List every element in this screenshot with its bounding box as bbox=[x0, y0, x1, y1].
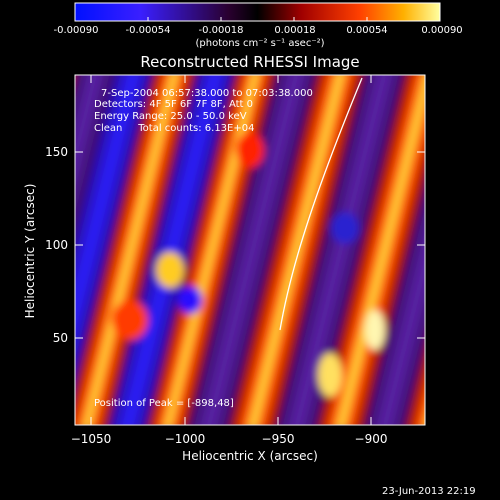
y-tick-label: 100 bbox=[45, 238, 68, 252]
colorbar-unit-label: (photons cm⁻² s⁻¹ asec⁻²) bbox=[195, 38, 325, 49]
plot-frame bbox=[74, 74, 426, 426]
colorbar-tick-label: -0.00054 bbox=[125, 25, 171, 36]
x-axis-ticks bbox=[90, 75, 372, 425]
image-area bbox=[75, 75, 425, 425]
colorbar-tick-label: 0.00018 bbox=[274, 25, 316, 36]
annotation-peak-position: Position of Peak = [-898,48] bbox=[94, 398, 234, 409]
x-tick-label: −900 bbox=[354, 432, 388, 446]
colorbar bbox=[74, 2, 441, 22]
x-tick-label: −1000 bbox=[164, 432, 206, 446]
colorbar-ticks bbox=[74, 17, 441, 21]
x-tick-label: −1050 bbox=[70, 432, 112, 446]
colorbar-tick-label: -0.00018 bbox=[198, 25, 244, 36]
colorbar-tick-label: -0.00090 bbox=[53, 25, 99, 36]
x-axis-title: Heliocentric X (arcsec) bbox=[182, 449, 318, 463]
y-axis-title: Heliocentric Y (arcsec) bbox=[23, 183, 37, 319]
plot-title: Reconstructed RHESSI Image bbox=[140, 53, 360, 71]
solar-limb-line bbox=[279, 77, 363, 331]
annotation-clean: Clean Total counts: 6.13E+04 bbox=[94, 123, 255, 134]
y-tick-label: 150 bbox=[45, 145, 68, 159]
x-tick-label: −950 bbox=[261, 432, 295, 446]
colorbar-tick-label: 0.00054 bbox=[346, 25, 388, 36]
annotation-time-range: 7-Sep-2004 06:57:38.000 to 07:03:38.000 bbox=[101, 88, 313, 99]
y-tick-label: 50 bbox=[52, 331, 68, 345]
footer-timestamp: 23-Jun-2013 22:19 bbox=[382, 486, 476, 497]
colorbar-tick-label: 0.00090 bbox=[421, 25, 463, 36]
y-axis-ticks bbox=[75, 151, 425, 339]
annotation-detectors: Detectors: 4F 5F 6F 7F 8F, Att 0 bbox=[94, 99, 254, 110]
annotation-energy: Energy Range: 25.0 - 50.0 keV bbox=[94, 111, 247, 122]
